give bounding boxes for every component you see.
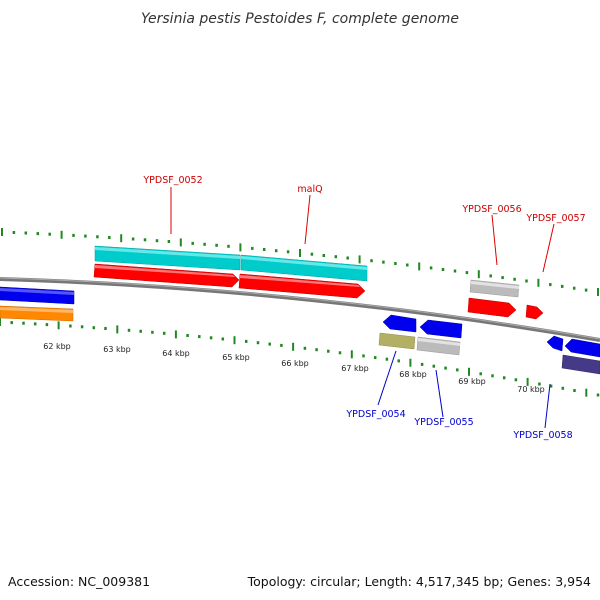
cds-left-reverse-highlight (0, 288, 74, 295)
map-title: Yersinia pestis Pestoides F, complete ge… (141, 11, 459, 27)
kbp-label: 63 kbp (103, 345, 131, 354)
gene-YPDSF_0055-highlight (418, 338, 460, 346)
gene-label-YPDSF_0058[interactable]: YPDSF_0058 (512, 430, 572, 441)
gene-YPDSF_0054[interactable] (378, 332, 416, 350)
gene-label-YPDSF_0056[interactable]: YPDSF_0056 (461, 204, 521, 215)
topology-text: Topology: circular; Length: 4,517,345 bp… (247, 574, 591, 589)
kbp-scale-labels: 62 kbp 63 kbp 64 kbp 65 kbp 66 kbp 67 kbp 68 k… (43, 342, 545, 394)
gene-label-YPDSF_0052[interactable]: YPDSF_0052 (142, 175, 202, 186)
gene-YPDSF_0056-highlight (471, 281, 519, 289)
gene-left-reverse-highlight (0, 307, 73, 313)
cds-YPDSF_0054[interactable] (382, 314, 417, 333)
kbp-label: 67 kbp (341, 364, 369, 373)
genome-backbone (0, 277, 600, 342)
lower-tick-row (0, 318, 600, 397)
accession-text: Accession: NC_009381 (8, 574, 150, 589)
gene-malQ-highlight (241, 256, 367, 270)
gene-label-malQ[interactable]: malQ (297, 184, 322, 195)
kbp-label: 69 kbp (458, 377, 486, 386)
cds-YPDSF_0055[interactable] (419, 319, 463, 339)
kbp-label: 70 kbp (517, 385, 545, 394)
forward-label-lines (170, 187, 555, 273)
reverse-label-lines (377, 350, 551, 429)
gene-YPDSF_0058[interactable] (561, 354, 600, 375)
kbp-label: 66 kbp (281, 359, 309, 368)
genome-backbone-highlight (0, 277, 600, 340)
kbp-label: 62 kbp (43, 342, 71, 351)
kbp-label: 68 kbp (399, 370, 427, 379)
gene-label-YPDSF_0057[interactable]: YPDSF_0057 (525, 213, 585, 224)
cds-malQ-highlight (240, 275, 360, 287)
cds-YPDSF_0057[interactable] (525, 304, 544, 320)
kbp-label: 64 kbp (162, 349, 190, 358)
upper-tick-row (1, 228, 599, 296)
cds-YPDSF_0056[interactable] (467, 297, 517, 318)
gene-YPDSF_0052-highlight (95, 247, 240, 259)
gene-label-YPDSF_0054[interactable]: YPDSF_0054 (345, 409, 405, 420)
cds-YPDSF_0058-left[interactable] (546, 335, 564, 352)
kbp-label: 65 kbp (222, 353, 250, 362)
cds-YPDSF_0058[interactable] (564, 338, 600, 358)
cds-YPDSF_0052-highlight (95, 265, 235, 277)
gene-label-YPDSF_0055[interactable]: YPDSF_0055 (413, 417, 473, 428)
